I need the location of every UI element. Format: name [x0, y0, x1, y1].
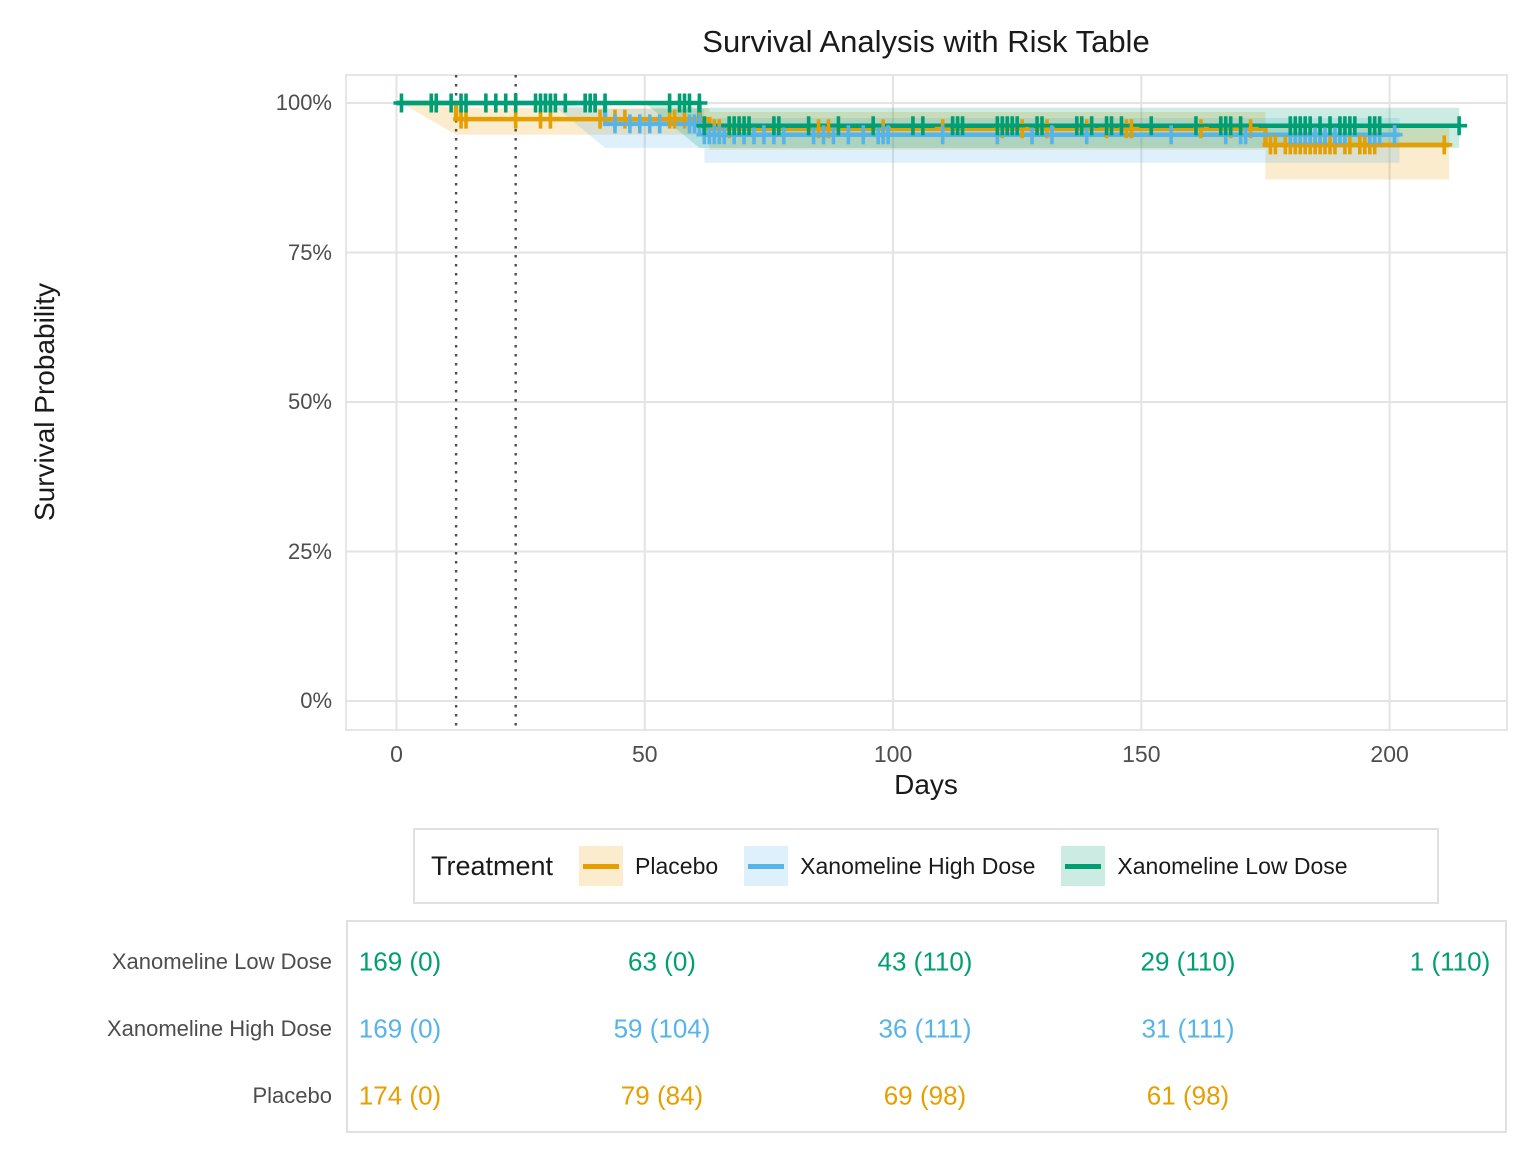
risk-count-cell: 43 (110) [877, 946, 973, 977]
y-tick-label: 25% [287, 538, 332, 564]
risk-count-cell: 63 (0) [628, 946, 696, 977]
x-tick-label: 0 [390, 741, 403, 767]
risk-table-panel [346, 920, 1507, 1133]
legend-swatch [1061, 846, 1106, 886]
survival-plot [345, 74, 1508, 731]
risk-count-cell: 31 (111) [1141, 1013, 1235, 1044]
risk-count-cell: 61 (98) [1146, 1080, 1230, 1111]
y-tick-label: 0% [300, 688, 332, 713]
legend-swatch [744, 846, 789, 886]
legend-item-xanomeline-low-dose: Xanomeline Low Dose [1061, 846, 1348, 886]
x-tick-label: 200 [1370, 741, 1409, 767]
y-tick-label: 100% [275, 90, 332, 115]
y-tick-label: 50% [287, 389, 332, 414]
legend-title: Treatment [431, 850, 554, 881]
risk-count-cell: 59 (104) [613, 1013, 711, 1044]
y-tick-label: 75% [287, 239, 332, 265]
risk-row-label-placebo: Placebo [252, 1083, 332, 1108]
legend-line-sample [583, 863, 620, 869]
risk-count-cell: 29 (110) [1140, 946, 1236, 977]
risk-count-cell: 174 (0) [358, 1080, 442, 1111]
legend: Treatment Placebo Xanomeline High Dose Xan… [413, 828, 1439, 904]
risk-count-cell: 69 (98) [883, 1080, 967, 1111]
legend-item-xanomeline-high-dose: Xanomeline High Dose [744, 846, 1035, 886]
risk-count-cell: 36 (111) [878, 1013, 972, 1044]
risk-count-cell: 1 (110) [1409, 946, 1491, 977]
x-tick-label: 150 [1122, 741, 1161, 767]
legend-item-label: Xanomeline High Dose [800, 852, 1036, 879]
legend-item-placebo: Placebo [579, 846, 718, 886]
legend-items: Placebo Xanomeline High Dose Xanomeline Lo… [579, 846, 1348, 886]
risk-count-cell: 79 (84) [620, 1080, 704, 1111]
risk-row-label-xanomeline-high-dose: Xanomeline High Dose [106, 1016, 332, 1041]
legend-swatch [579, 846, 624, 886]
legend-line-sample [1065, 863, 1102, 869]
risk-count-cell: 169 (0) [358, 946, 442, 977]
x-tick-label: 50 [631, 741, 658, 767]
risk-count-cell: 169 (0) [358, 1013, 442, 1044]
risk-row-label-xanomeline-low-dose: Xanomeline Low Dose [111, 949, 332, 974]
censor-marks-xanomeline-low-dose [393, 93, 1468, 136]
legend-line-sample [748, 863, 785, 869]
x-axis-title: Days [894, 769, 958, 800]
legend-item-label: Placebo [635, 852, 719, 879]
chart-title: Survival Analysis with Risk Table [702, 24, 1150, 59]
x-tick-label: 100 [873, 741, 913, 767]
legend-item-label: Xanomeline Low Dose [1117, 852, 1348, 879]
